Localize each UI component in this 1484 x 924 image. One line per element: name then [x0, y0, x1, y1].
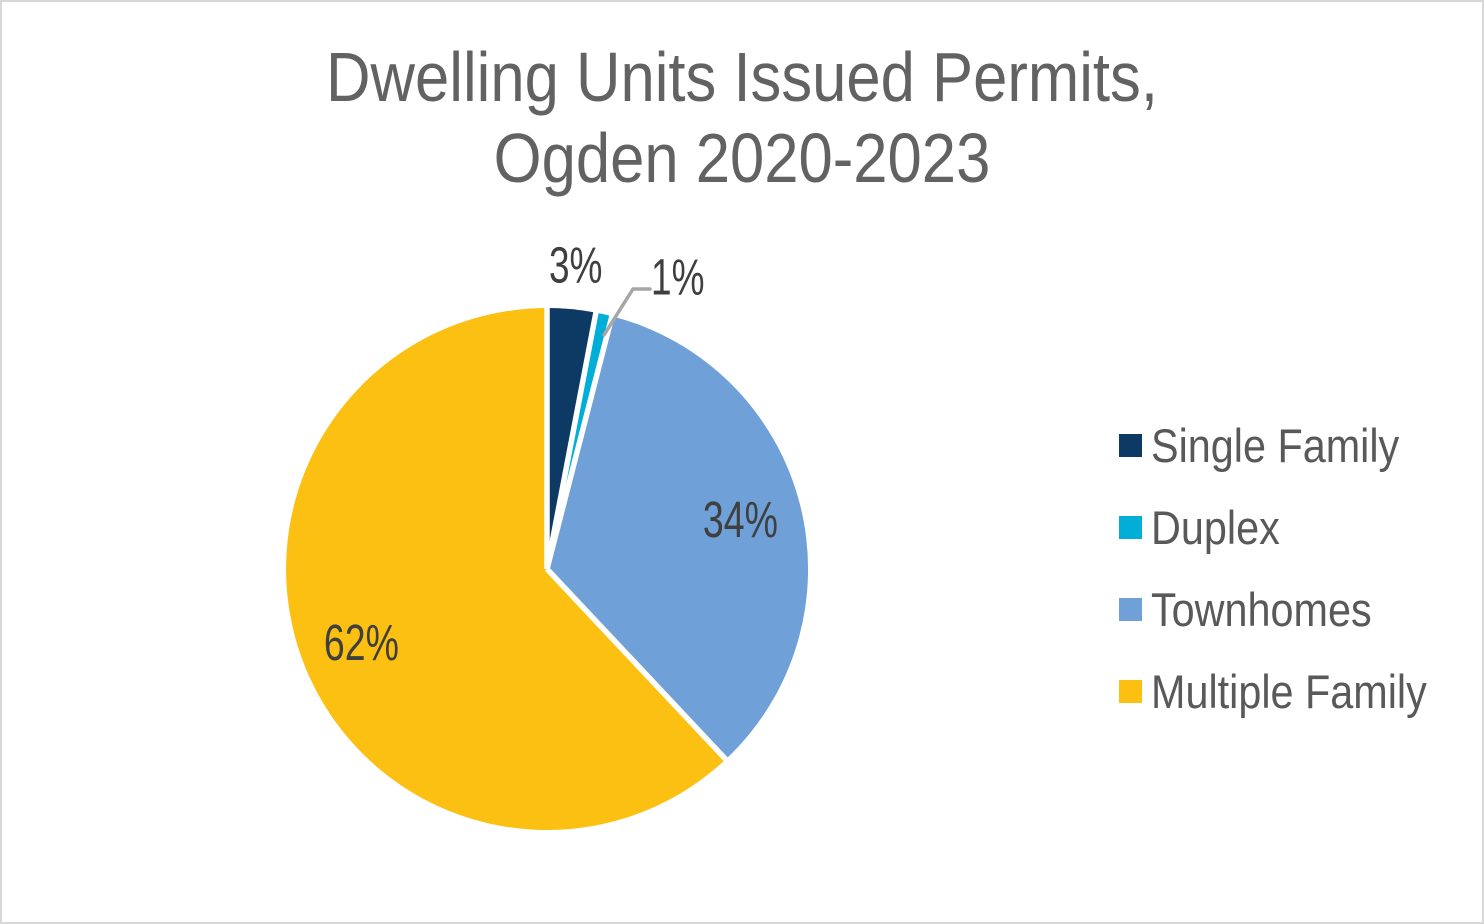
legend-label-multiple-family: Multiple Family	[1151, 664, 1427, 718]
legend-swatch-single-family	[1119, 433, 1142, 457]
slice-percent-label-duplex: 1%	[651, 249, 705, 306]
pie-slice-multiple-family[interactable]	[286, 308, 726, 830]
slice-percent-label-multiple-family: 62%	[324, 614, 399, 671]
legend-item-single-family[interactable]: Single Family	[1119, 419, 1464, 472]
pie-slice-townhomes[interactable]	[547, 316, 809, 760]
label-leader-line	[602, 287, 652, 337]
legend-label-townhomes: Townhomes	[1151, 582, 1372, 636]
legend: Single Family Duplex Townhomes Multiple Fam…	[1119, 419, 1464, 749]
chart-title: Dwelling Units Issued Permits, Ogden 202…	[326, 38, 1158, 197]
legend-item-multiple-family[interactable]: Multiple Family	[1119, 665, 1464, 718]
legend-swatch-duplex	[1119, 515, 1142, 539]
slice-percent-label-townhomes: 34%	[703, 491, 778, 548]
slice-percent-label-single-family: 3%	[549, 237, 603, 294]
legend-swatch-multiple-family	[1119, 679, 1142, 703]
legend-item-townhomes[interactable]: Townhomes	[1119, 583, 1464, 636]
legend-item-duplex[interactable]: Duplex	[1119, 501, 1464, 554]
legend-swatch-townhomes	[1119, 597, 1142, 621]
slice-separator	[544, 567, 729, 762]
legend-label-single-family: Single Family	[1151, 418, 1400, 472]
slice-separator	[544, 314, 615, 570]
legend-label-duplex: Duplex	[1151, 500, 1280, 554]
